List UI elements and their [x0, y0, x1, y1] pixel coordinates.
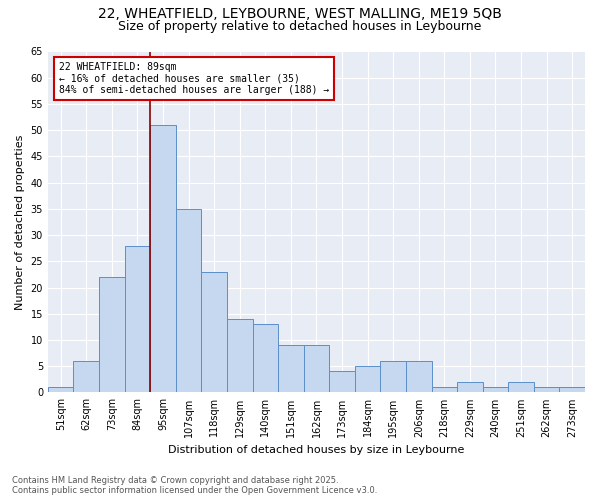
Bar — [99, 277, 125, 392]
Y-axis label: Number of detached properties: Number of detached properties — [15, 134, 25, 310]
Bar — [534, 387, 559, 392]
Bar — [380, 361, 406, 392]
Bar — [508, 382, 534, 392]
Bar — [559, 387, 585, 392]
Bar — [176, 209, 202, 392]
Bar — [482, 387, 508, 392]
Bar — [150, 125, 176, 392]
Bar — [304, 345, 329, 393]
Bar — [48, 387, 73, 392]
Bar — [457, 382, 482, 392]
Bar — [202, 272, 227, 392]
Bar — [431, 387, 457, 392]
Text: Contains HM Land Registry data © Crown copyright and database right 2025.
Contai: Contains HM Land Registry data © Crown c… — [12, 476, 377, 495]
Bar — [227, 319, 253, 392]
Bar — [406, 361, 431, 392]
Bar — [355, 366, 380, 392]
Text: 22, WHEATFIELD, LEYBOURNE, WEST MALLING, ME19 5QB: 22, WHEATFIELD, LEYBOURNE, WEST MALLING,… — [98, 8, 502, 22]
Bar — [73, 361, 99, 392]
X-axis label: Distribution of detached houses by size in Leybourne: Distribution of detached houses by size … — [168, 445, 464, 455]
Bar — [125, 246, 150, 392]
Bar — [329, 372, 355, 392]
Bar — [278, 345, 304, 393]
Text: 22 WHEATFIELD: 89sqm
← 16% of detached houses are smaller (35)
84% of semi-detac: 22 WHEATFIELD: 89sqm ← 16% of detached h… — [59, 62, 329, 95]
Text: Size of property relative to detached houses in Leybourne: Size of property relative to detached ho… — [118, 20, 482, 33]
Bar — [253, 324, 278, 392]
